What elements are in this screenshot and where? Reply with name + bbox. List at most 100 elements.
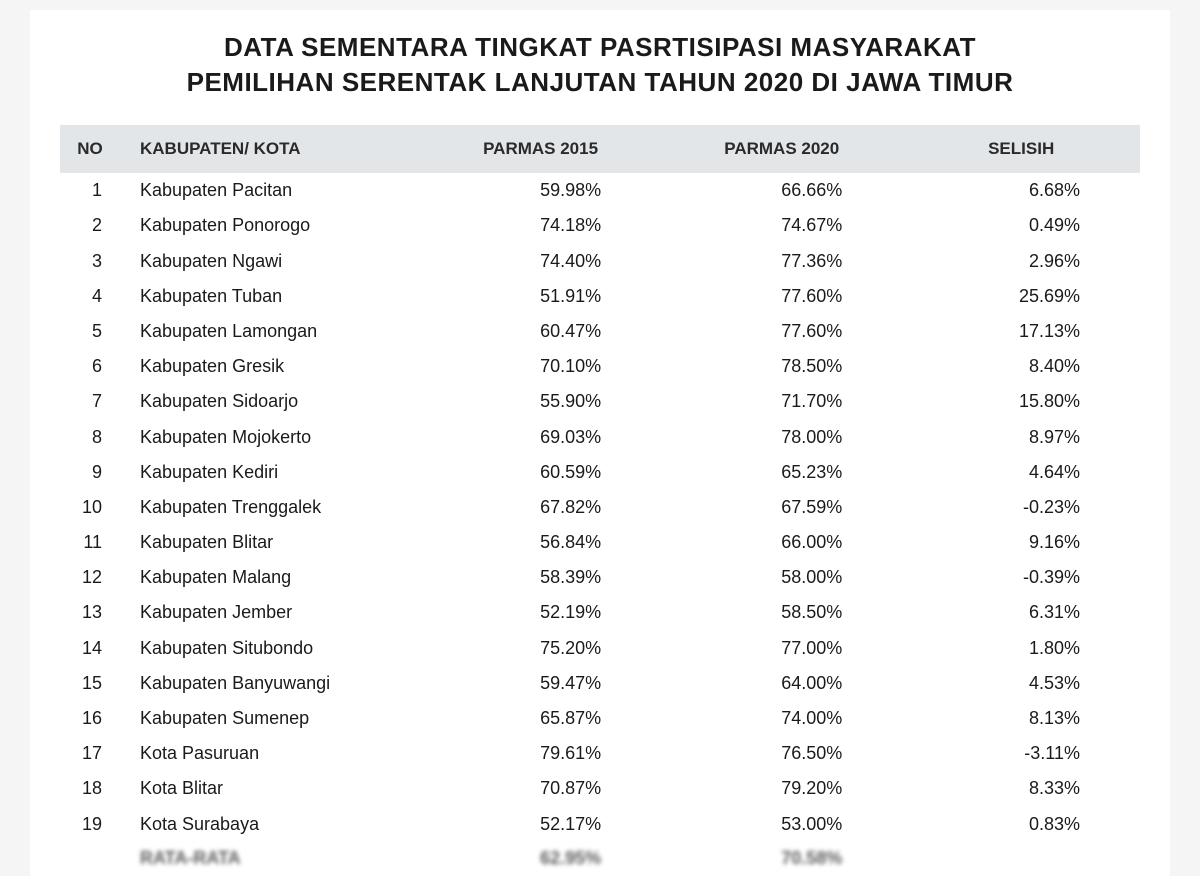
cell-no: 4 (60, 279, 120, 314)
table-row: 17Kota Pasuruan79.61%76.50%-3.11% (60, 736, 1140, 771)
cell-2015: 59.47% (420, 666, 661, 701)
cell-2020: 64.00% (661, 666, 902, 701)
cell-no: 15 (60, 666, 120, 701)
cell-diff: -0.23% (902, 490, 1140, 525)
cell-no: 5 (60, 314, 120, 349)
cell-2020: 77.36% (661, 244, 902, 279)
col-header-2020: PARMAS 2020 (661, 125, 902, 173)
cell-name: Kabupaten Ponorogo (120, 208, 420, 243)
table-row: 14Kabupaten Situbondo75.20%77.00%1.80% (60, 631, 1140, 666)
cell-2015: 69.03% (420, 420, 661, 455)
cell-name: Kota Pasuruan (120, 736, 420, 771)
cell-2015: 58.39% (420, 560, 661, 595)
cell-2020: 53.00% (661, 807, 902, 842)
participation-table: NO KABUPATEN/ KOTA PARMAS 2015 PARMAS 20… (60, 125, 1140, 876)
cell-diff: 17.13% (902, 314, 1140, 349)
cell-diff: -0.39% (902, 560, 1140, 595)
cell-no: 7 (60, 384, 120, 419)
footer-2020: 70.58% (661, 842, 902, 876)
cell-no: 18 (60, 771, 120, 806)
cell-diff: 6.31% (902, 595, 1140, 630)
cell-diff: 0.49% (902, 208, 1140, 243)
cell-name: Kabupaten Ngawi (120, 244, 420, 279)
title-line-1: DATA SEMENTARA TINGKAT PASRTISIPASI MASY… (224, 32, 976, 62)
col-header-no: NO (60, 125, 120, 173)
table-row: 3Kabupaten Ngawi74.40%77.36%2.96% (60, 244, 1140, 279)
table-row: 2Kabupaten Ponorogo74.18%74.67%0.49% (60, 208, 1140, 243)
cell-name: Kabupaten Pacitan (120, 173, 420, 208)
cell-name: Kabupaten Jember (120, 595, 420, 630)
cell-no: 14 (60, 631, 120, 666)
cell-no: 11 (60, 525, 120, 560)
cell-name: Kabupaten Tuban (120, 279, 420, 314)
table-row: 4Kabupaten Tuban51.91%77.60%25.69% (60, 279, 1140, 314)
cell-diff: 25.69% (902, 279, 1140, 314)
cell-name: Kabupaten Malang (120, 560, 420, 595)
cell-diff: -3.11% (902, 736, 1140, 771)
cell-no: 8 (60, 420, 120, 455)
cell-2015: 56.84% (420, 525, 661, 560)
footer-diff (902, 842, 1140, 876)
cell-2020: 74.67% (661, 208, 902, 243)
title-line-2: PEMILIHAN SERENTAK LANJUTAN TAHUN 2020 D… (187, 67, 1014, 97)
cell-2015: 74.40% (420, 244, 661, 279)
cell-no: 6 (60, 349, 120, 384)
cell-diff: 8.40% (902, 349, 1140, 384)
cell-diff: 1.80% (902, 631, 1140, 666)
table-row: 1Kabupaten Pacitan59.98%66.66%6.68% (60, 173, 1140, 208)
cell-diff: 4.64% (902, 455, 1140, 490)
cell-2020: 65.23% (661, 455, 902, 490)
cell-name: Kabupaten Sidoarjo (120, 384, 420, 419)
cell-2015: 70.87% (420, 771, 661, 806)
cell-no: 19 (60, 807, 120, 842)
table-row: 13Kabupaten Jember52.19%58.50%6.31% (60, 595, 1140, 630)
document-page: DATA SEMENTARA TINGKAT PASRTISIPASI MASY… (30, 10, 1170, 876)
table-footer-row: RATA-RATA62.95%70.58% (60, 842, 1140, 876)
cell-2020: 74.00% (661, 701, 902, 736)
cell-2020: 77.00% (661, 631, 902, 666)
cell-diff: 9.16% (902, 525, 1140, 560)
cell-2020: 77.60% (661, 279, 902, 314)
cell-no: 12 (60, 560, 120, 595)
cell-2020: 71.70% (661, 384, 902, 419)
cell-2015: 60.47% (420, 314, 661, 349)
cell-2015: 79.61% (420, 736, 661, 771)
cell-2020: 58.50% (661, 595, 902, 630)
cell-diff: 15.80% (902, 384, 1140, 419)
cell-2015: 74.18% (420, 208, 661, 243)
cell-name: Kabupaten Trenggalek (120, 490, 420, 525)
cell-2020: 66.00% (661, 525, 902, 560)
cell-2020: 67.59% (661, 490, 902, 525)
cell-no: 16 (60, 701, 120, 736)
cell-name: Kabupaten Banyuwangi (120, 666, 420, 701)
cell-name: Kabupaten Situbondo (120, 631, 420, 666)
cell-name: Kabupaten Mojokerto (120, 420, 420, 455)
cell-2020: 79.20% (661, 771, 902, 806)
cell-no: 9 (60, 455, 120, 490)
cell-name: Kota Surabaya (120, 807, 420, 842)
table-row: 12Kabupaten Malang58.39%58.00%-0.39% (60, 560, 1140, 595)
table-row: 19Kota Surabaya52.17%53.00%0.83% (60, 807, 1140, 842)
cell-name: Kabupaten Kediri (120, 455, 420, 490)
page-title: DATA SEMENTARA TINGKAT PASRTISIPASI MASY… (60, 30, 1140, 100)
cell-diff: 4.53% (902, 666, 1140, 701)
cell-2020: 77.60% (661, 314, 902, 349)
cell-2020: 78.00% (661, 420, 902, 455)
cell-no: 10 (60, 490, 120, 525)
cell-2015: 52.17% (420, 807, 661, 842)
cell-name: Kabupaten Lamongan (120, 314, 420, 349)
table-header-row: NO KABUPATEN/ KOTA PARMAS 2015 PARMAS 20… (60, 125, 1140, 173)
cell-no: 1 (60, 173, 120, 208)
cell-2015: 52.19% (420, 595, 661, 630)
col-header-name: KABUPATEN/ KOTA (120, 125, 420, 173)
cell-diff: 8.33% (902, 771, 1140, 806)
cell-2020: 78.50% (661, 349, 902, 384)
table-row: 15Kabupaten Banyuwangi59.47%64.00%4.53% (60, 666, 1140, 701)
cell-diff: 2.96% (902, 244, 1140, 279)
table-row: 6Kabupaten Gresik70.10%78.50%8.40% (60, 349, 1140, 384)
table-row: 5Kabupaten Lamongan60.47%77.60%17.13% (60, 314, 1140, 349)
cell-name: Kabupaten Blitar (120, 525, 420, 560)
cell-2015: 65.87% (420, 701, 661, 736)
cell-no: 17 (60, 736, 120, 771)
table-row: 11Kabupaten Blitar56.84%66.00%9.16% (60, 525, 1140, 560)
